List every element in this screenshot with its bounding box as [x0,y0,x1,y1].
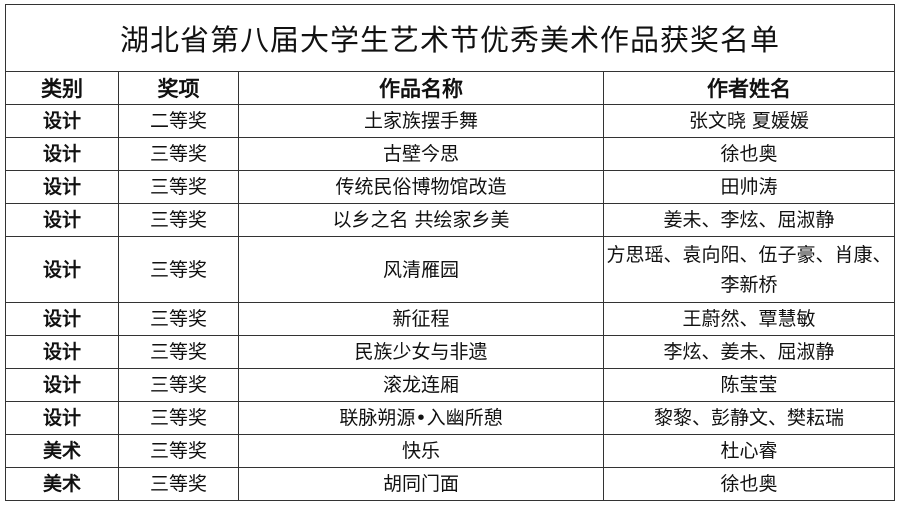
cell-category: 设计 [5,401,119,435]
cell-category: 设计 [5,236,119,303]
table-row: 设计 二等奖 土家族摆手舞 张文晓 夏媛媛 [5,104,896,138]
award-list-table: 湖北省第八届大学生艺术节优秀美术作品获奖名单 类别 奖项 作品名称 作者姓名 设… [4,4,896,501]
header-authors: 作者姓名 [602,71,896,105]
table-row: 设计 三等奖 古壁今思 徐也奥 [5,137,896,171]
header-row: 类别 奖项 作品名称 作者姓名 [5,71,896,105]
cell-award: 三等奖 [118,401,239,435]
cell-authors: 方思瑶、袁向阳、伍子豪、肖康、李新桥 [602,236,896,303]
cell-category: 设计 [5,335,119,369]
table-row: 设计 三等奖 民族少女与非遗 李炫、姜未、屈淑静 [5,335,896,369]
table-row: 设计 三等奖 新征程 王蔚然、覃慧敏 [5,302,896,336]
table-row: 设计 三等奖 传统民俗博物馆改造 田帅涛 [5,170,896,204]
cell-work: 土家族摆手舞 [238,104,604,138]
cell-authors: 杜心睿 [602,434,896,468]
cell-award: 三等奖 [118,467,239,501]
table-row: 设计 三等奖 滚龙连厢 陈莹莹 [5,368,896,402]
cell-work: 以乡之名 共绘家乡美 [238,203,604,237]
cell-category: 美术 [5,434,119,468]
cell-category: 设计 [5,104,119,138]
cell-category: 设计 [5,203,119,237]
cell-work: 联脉朔源•入幽所憩 [238,401,604,435]
cell-work: 新征程 [238,302,604,336]
cell-award: 三等奖 [118,236,239,303]
header-category: 类别 [5,71,119,105]
cell-authors: 李炫、姜未、屈淑静 [602,335,896,369]
cell-award: 二等奖 [118,104,239,138]
cell-authors: 陈莹莹 [602,368,896,402]
cell-category: 设计 [5,137,119,171]
cell-work: 民族少女与非遗 [238,335,604,369]
cell-authors: 田帅涛 [602,170,896,204]
cell-award: 三等奖 [118,137,239,171]
cell-authors: 王蔚然、覃慧敏 [602,302,896,336]
cell-award: 三等奖 [118,302,239,336]
cell-authors: 黎黎、彭静文、樊耘瑞 [602,401,896,435]
table-row: 设计 三等奖 以乡之名 共绘家乡美 姜未、李炫、屈淑静 [5,203,896,237]
cell-category: 设计 [5,368,119,402]
cell-work: 传统民俗博物馆改造 [238,170,604,204]
document-title: 湖北省第八届大学生艺术节优秀美术作品获奖名单 [4,4,896,72]
table-row: 设计 三等奖 风清雁园 方思瑶、袁向阳、伍子豪、肖康、李新桥 [5,236,896,303]
cell-category: 设计 [5,302,119,336]
table-row: 美术 三等奖 快乐 杜心睿 [5,434,896,468]
cell-work: 快乐 [238,434,604,468]
table-row: 设计 三等奖 联脉朔源•入幽所憩 黎黎、彭静文、樊耘瑞 [5,401,896,435]
cell-authors: 姜未、李炫、屈淑静 [602,203,896,237]
cell-authors: 徐也奥 [602,467,896,501]
cell-work: 滚龙连厢 [238,368,604,402]
cell-award: 三等奖 [118,434,239,468]
cell-work: 古壁今思 [238,137,604,171]
cell-award: 三等奖 [118,170,239,204]
cell-authors: 徐也奥 [602,137,896,171]
cell-award: 三等奖 [118,203,239,237]
cell-category: 美术 [5,467,119,501]
header-award: 奖项 [118,71,239,105]
header-work: 作品名称 [238,71,604,105]
cell-authors: 张文晓 夏媛媛 [602,104,896,138]
cell-work: 胡同门面 [238,467,604,501]
cell-category: 设计 [5,170,119,204]
cell-award: 三等奖 [118,335,239,369]
cell-work: 风清雁园 [238,236,604,303]
cell-award: 三等奖 [118,368,239,402]
table-row: 美术 三等奖 胡同门面 徐也奥 [5,467,896,501]
